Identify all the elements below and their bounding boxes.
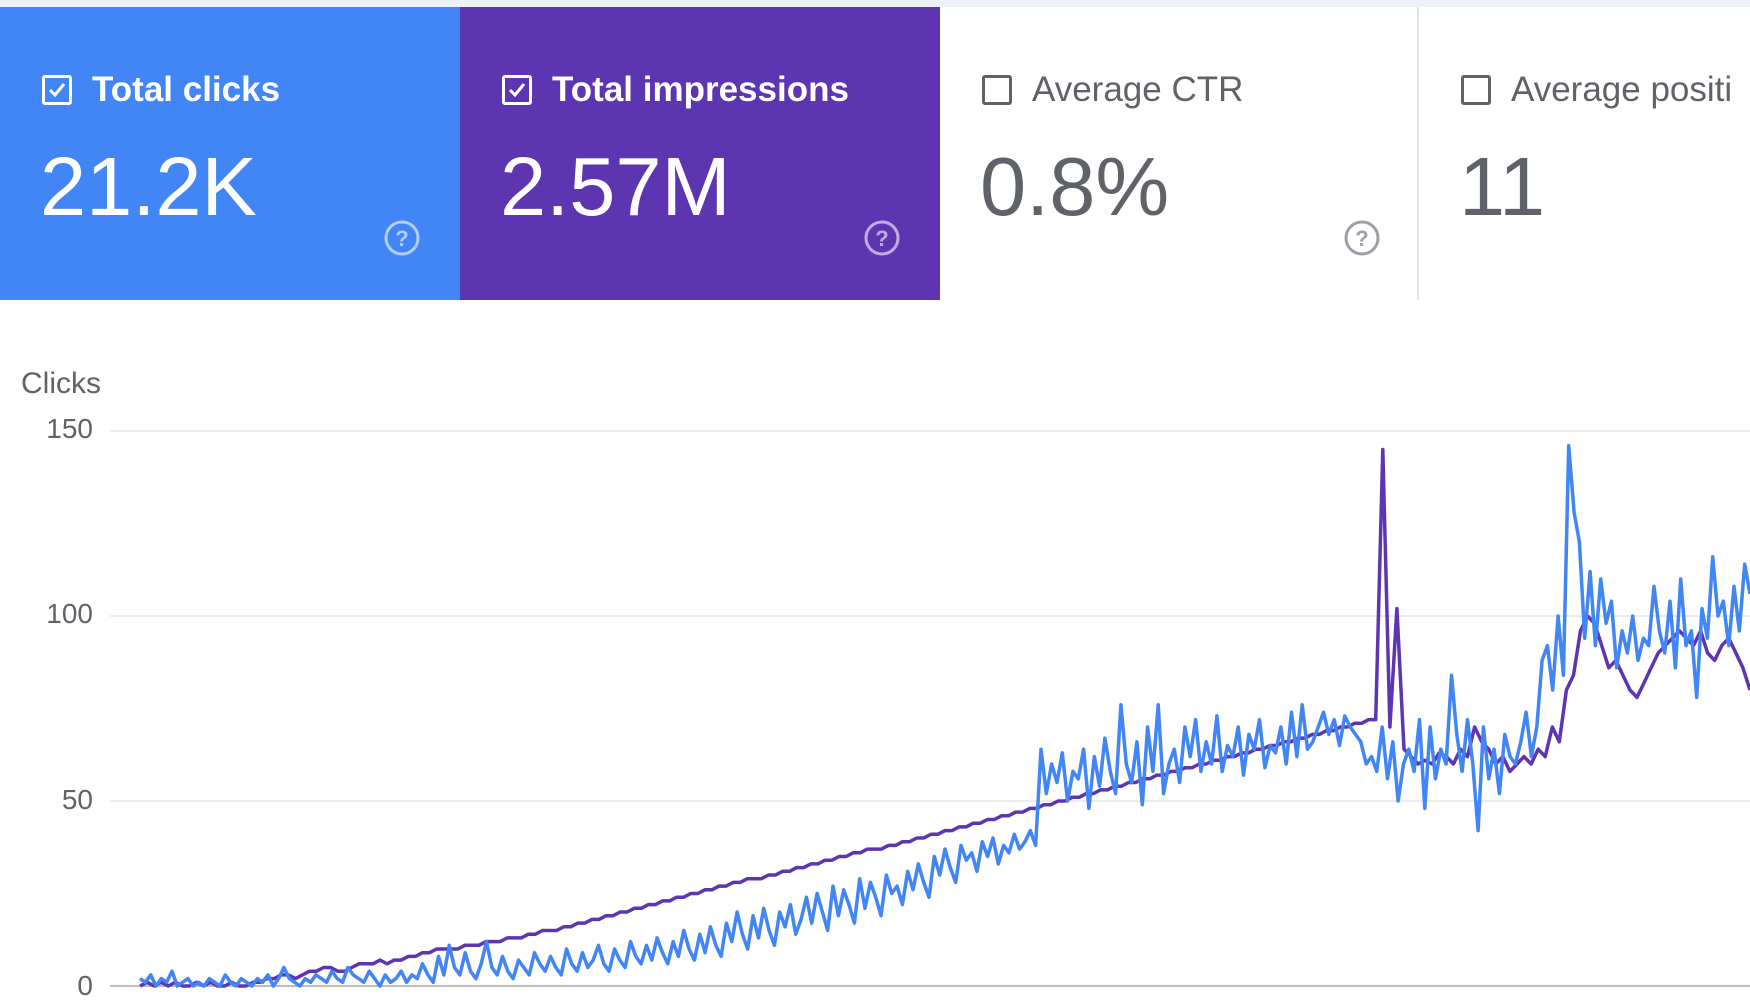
checkbox-checked-icon[interactable] [502, 75, 532, 105]
metric-card-header: Total impressions [502, 70, 849, 110]
metric-label: Average positi [1511, 70, 1733, 109]
metric-value: 21.2K [40, 140, 257, 233]
help-icon[interactable]: ? [1342, 218, 1382, 258]
metric-card-total-impressions[interactable]: Total impressions 2.57M ? [460, 7, 940, 300]
checkbox-unchecked-icon[interactable] [982, 75, 1012, 105]
svg-text:?: ? [875, 226, 888, 251]
checkbox-unchecked-icon[interactable] [1461, 75, 1491, 105]
metric-card-total-clicks[interactable]: Total clicks 21.2K ? [0, 7, 460, 300]
metric-card-header: Total clicks [42, 70, 280, 110]
metric-cards: Total clicks 21.2K ? Total impressions 2… [0, 7, 1750, 300]
y-tick-label: 50 [61, 784, 93, 815]
metric-card-average-ctr[interactable]: Average CTR 0.8% ? [940, 7, 1419, 300]
line-chart-svg [110, 430, 1750, 988]
series-line-impressions [139, 447, 1750, 988]
top-strip [0, 0, 1750, 7]
metric-card-header: Average positi [1461, 70, 1732, 110]
metric-label: Average CTR [1032, 70, 1244, 109]
help-icon[interactable]: ? [382, 218, 422, 258]
y-tick-label: 0 [77, 970, 93, 1001]
metric-label: Total clicks [92, 70, 281, 109]
metric-value: 0.8% [980, 140, 1170, 233]
metric-value: 11 [1459, 140, 1546, 233]
help-icon[interactable]: ? [862, 218, 902, 258]
metric-card-header: Average CTR [982, 70, 1243, 110]
performance-chart: Clicks 150 100 50 0 [0, 300, 1750, 1001]
svg-text:?: ? [395, 226, 408, 251]
y-axis-title: Clicks [21, 367, 101, 400]
y-tick-label: 100 [46, 598, 93, 629]
series-line-clicks [138, 444, 1750, 988]
metric-card-average-position[interactable]: Average positi 11 [1419, 7, 1750, 300]
metric-value: 2.57M [500, 140, 731, 233]
svg-text:?: ? [1355, 226, 1368, 251]
metric-label: Total impressions [552, 70, 849, 109]
y-tick-label: 150 [46, 413, 93, 444]
checkbox-checked-icon[interactable] [42, 75, 72, 105]
